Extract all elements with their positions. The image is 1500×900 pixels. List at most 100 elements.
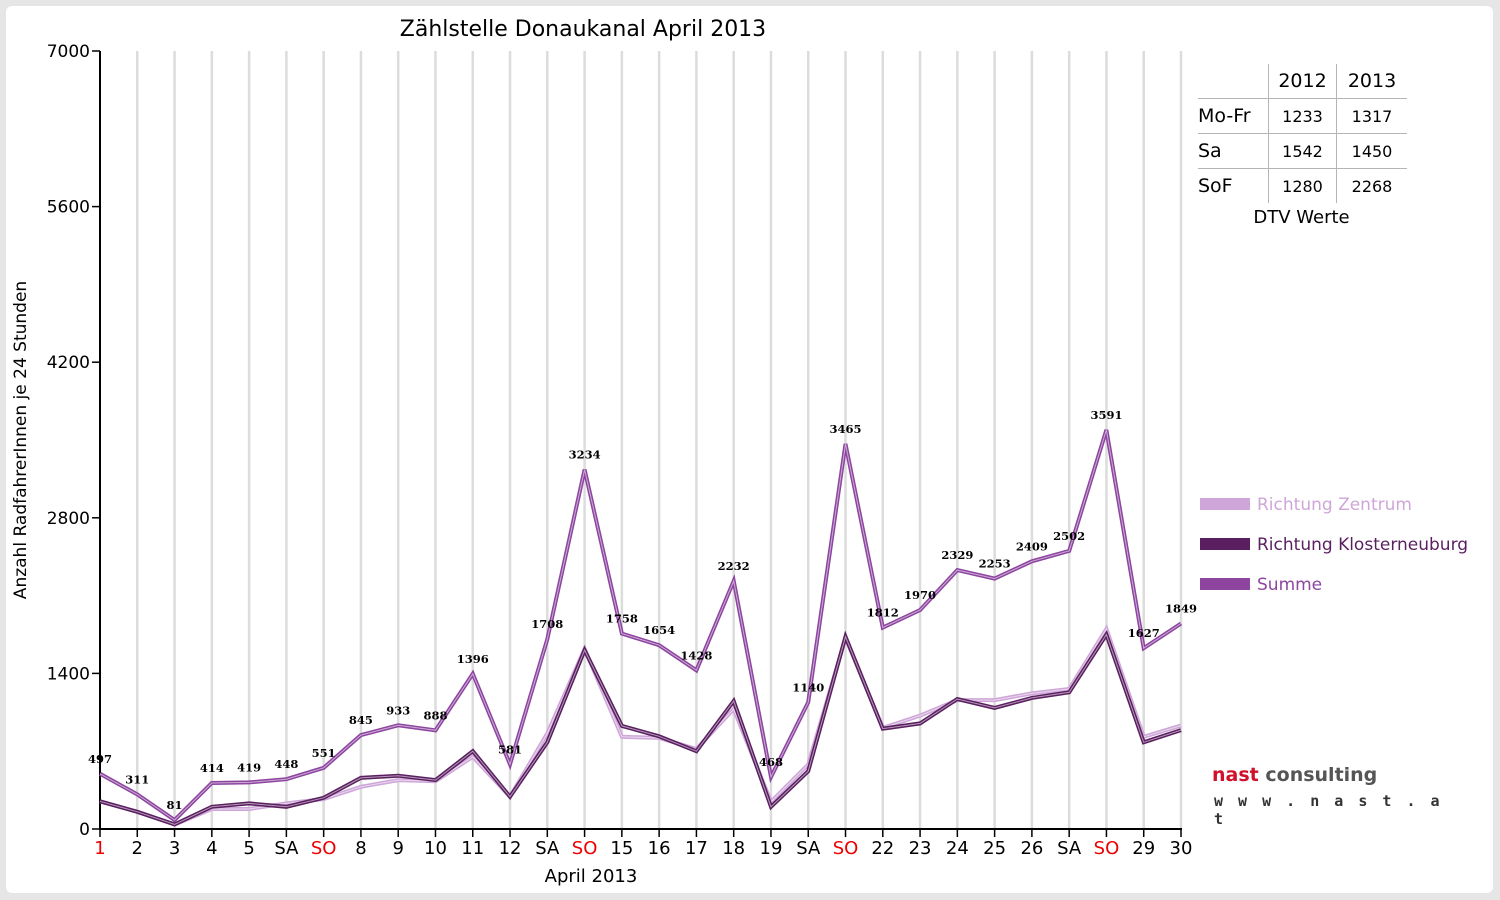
series-lines xyxy=(99,429,1183,827)
data-label: 1396 xyxy=(457,652,489,666)
series-line-zentrum-highlight xyxy=(99,627,1182,826)
x-tick-label: 3 xyxy=(169,838,180,859)
y-tick-label: 5600 xyxy=(47,198,90,218)
x-tick-label: 23 xyxy=(909,838,932,859)
data-label: 2232 xyxy=(718,559,750,573)
x-tick-label: SA xyxy=(1057,838,1082,859)
x-tick-label: 11 xyxy=(461,838,484,859)
x-tick-label: SO xyxy=(572,838,598,859)
legend-label: Richtung Zentrum xyxy=(1257,495,1412,515)
data-label: 497 xyxy=(88,752,112,766)
x-tick-label: 5 xyxy=(243,838,254,859)
legend-label: Richtung Klosterneuburg xyxy=(1257,535,1468,555)
data-label: 1708 xyxy=(531,617,563,631)
y-axis-label: Anzahl RadfahrerInnen je 24 Stunden xyxy=(11,281,31,599)
data-label: 845 xyxy=(349,713,373,727)
logo-brand-red: nast xyxy=(1212,764,1259,786)
x-tick-label: 1 xyxy=(94,838,105,859)
x-tick-label: SA xyxy=(274,838,299,859)
y-tick-label: 7000 xyxy=(47,42,90,62)
data-label: 551 xyxy=(312,746,336,760)
data-label: 1654 xyxy=(643,623,675,637)
logo-url: w w w . n a s t . a t xyxy=(1214,792,1443,828)
dtv-cell: 1280 xyxy=(1268,168,1337,203)
x-tick-label: 15 xyxy=(610,838,633,859)
data-label: 888 xyxy=(423,708,447,722)
dtv-year-2013: 2013 xyxy=(1336,64,1407,99)
series-line-summe-stroke xyxy=(99,429,1183,823)
logo-brand: nast consulting xyxy=(1212,764,1377,786)
x-tick-label: 17 xyxy=(685,838,708,859)
dtv-cell: 1233 xyxy=(1268,98,1337,134)
x-tick-label: 30 xyxy=(1170,838,1193,859)
logo-brand-grey: consulting xyxy=(1265,764,1378,786)
x-tick-label: 2 xyxy=(132,838,143,859)
series-line-klosterneuburg-stroke xyxy=(99,629,1182,827)
data-label: 311 xyxy=(125,772,149,786)
dtv-row-label: SoF xyxy=(1198,168,1269,203)
data-label: 419 xyxy=(237,760,261,774)
data-label: 581 xyxy=(498,742,522,756)
series-line-zentrum xyxy=(99,624,1182,827)
dtv-cell: 1450 xyxy=(1336,133,1407,169)
data-label: 2409 xyxy=(1016,539,1048,553)
x-tick-label: SA xyxy=(535,838,560,859)
data-label: 414 xyxy=(200,761,224,775)
y-tick-label: 1400 xyxy=(47,664,90,684)
data-label: 448 xyxy=(274,757,298,771)
data-labels: 497 311 81 414 419 448 551 845 933 888 1396 581 1708… xyxy=(88,408,1197,812)
legend-swatch xyxy=(1200,538,1250,550)
data-label: 1849 xyxy=(1165,601,1197,615)
x-tick-label: 8 xyxy=(355,838,366,859)
x-tick-label: 29 xyxy=(1132,838,1155,859)
dtv-cell: 1542 xyxy=(1268,133,1337,169)
dtv-cell: 2268 xyxy=(1336,168,1407,203)
series-line-summe xyxy=(99,429,1183,823)
legend-swatch xyxy=(1200,498,1250,510)
x-tick-label: 19 xyxy=(760,838,783,859)
y-tick-label: 4200 xyxy=(47,353,90,373)
series-line-zentrum-stroke xyxy=(99,624,1182,827)
data-label: 2329 xyxy=(941,548,973,562)
x-ticks: 1 2 3 4 5 SA SO 8 9 10 11 12 SA SO 15 16 17 18 19 SA SO 22 23 2… xyxy=(94,829,1192,859)
x-tick-label: SO xyxy=(311,838,337,859)
data-label: 1627 xyxy=(1128,626,1160,640)
series-line-klosterneuburg-highlight xyxy=(99,633,1182,825)
axes xyxy=(99,51,1182,830)
x-tick-label: SO xyxy=(833,838,859,859)
series-line-klosterneuburg xyxy=(99,629,1182,827)
dtv-row-label: Sa xyxy=(1198,133,1269,169)
legend: Richtung Zentrum Richtung Klosterneuburg S… xyxy=(1200,495,1468,595)
legend-swatch xyxy=(1200,578,1250,590)
data-label: 1428 xyxy=(680,648,712,662)
data-label: 3465 xyxy=(830,422,862,436)
data-label: 3591 xyxy=(1090,408,1122,422)
data-label: 1970 xyxy=(904,588,936,602)
x-axis-label: April 2013 xyxy=(545,866,638,887)
x-tick-label: 18 xyxy=(722,838,745,859)
data-label: 933 xyxy=(386,703,410,717)
data-label: 468 xyxy=(759,755,783,769)
x-tick-label: 12 xyxy=(499,838,522,859)
data-label: 1758 xyxy=(606,612,638,626)
x-tick-label: 25 xyxy=(983,838,1006,859)
x-tick-label: 26 xyxy=(1020,838,1043,859)
x-tick-label: 24 xyxy=(946,838,969,859)
x-tick-label: 10 xyxy=(424,838,447,859)
data-label: 1140 xyxy=(792,680,824,694)
legend-label: Summe xyxy=(1257,575,1322,595)
data-label: 2253 xyxy=(979,557,1011,571)
data-label: 81 xyxy=(167,798,183,812)
dtv-corner xyxy=(1198,64,1269,99)
data-label: 3234 xyxy=(569,448,601,462)
grid xyxy=(136,51,1183,829)
x-tick-label: 9 xyxy=(392,838,403,859)
series-line-summe-highlight xyxy=(99,429,1182,821)
y-tick-label: 0 xyxy=(79,820,90,840)
company-logo: nast consulting w w w . n a s t . a t xyxy=(1200,750,1443,828)
y-tick-label: 2800 xyxy=(47,509,90,529)
y-ticks: 0 1400 2800 4200 5600 7000 xyxy=(47,42,100,840)
x-tick-label: SA xyxy=(796,838,821,859)
dtv-year-2012: 2012 xyxy=(1268,64,1337,99)
